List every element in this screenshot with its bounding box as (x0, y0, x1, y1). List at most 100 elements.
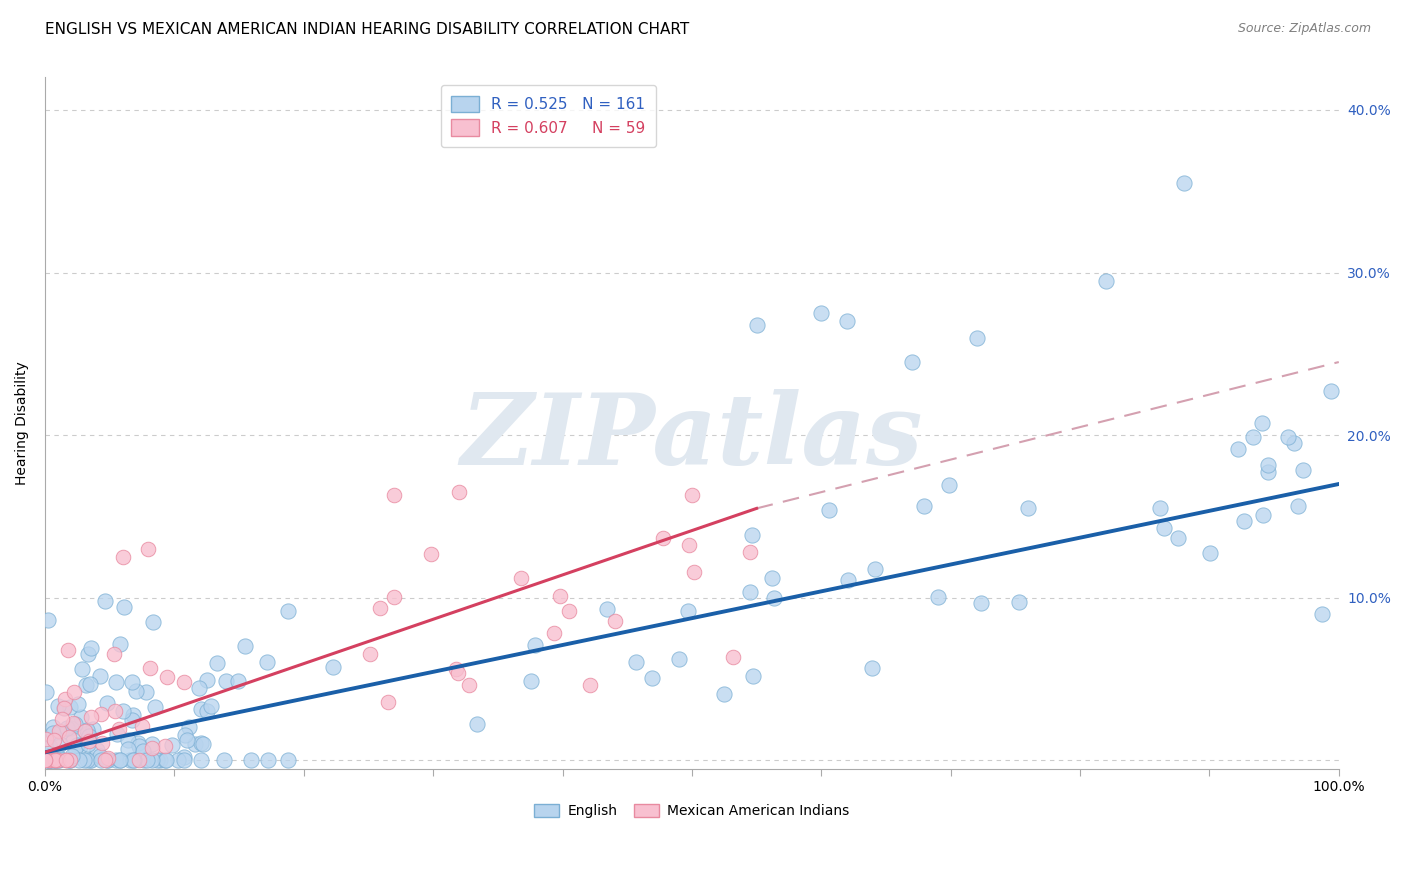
Point (676, 604, 699, 618)
Point (49, 724, 72, 739)
Point (156, 670, 179, 684)
Point (190, 736, 212, 750)
Point (62, 732, 84, 747)
Point (818, 503, 841, 517)
Point (48, 724, 70, 739)
Point (256, 656, 278, 670)
Point (579, 678, 602, 692)
Point (76, 754, 98, 768)
Point (38, 754, 60, 768)
Point (256, 754, 278, 768)
Point (77, 733, 100, 747)
Point (46, 754, 69, 768)
Point (173, 754, 195, 768)
Point (190, 754, 212, 768)
Point (458, 678, 481, 692)
Point (63, 716, 86, 731)
Point (207, 656, 229, 670)
Point (59, 700, 82, 714)
Point (66, 697, 89, 711)
Point (38, 754, 60, 768)
Point (1017, 501, 1039, 516)
Point (38, 754, 60, 768)
Point (63, 685, 86, 699)
Point (76, 737, 98, 751)
Point (1320, 384, 1343, 399)
Point (105, 727, 128, 741)
Point (1257, 458, 1279, 472)
Point (128, 739, 150, 753)
Point (741, 527, 763, 541)
Point (368, 601, 391, 615)
Point (1233, 514, 1256, 528)
Point (37, 613, 59, 627)
Point (58, 754, 80, 768)
Point (67, 754, 90, 768)
Point (49, 752, 72, 766)
Point (110, 637, 132, 651)
Point (173, 728, 195, 742)
Point (69, 739, 91, 753)
Point (55, 754, 77, 768)
Point (543, 625, 565, 640)
Point (76, 726, 98, 740)
Point (195, 704, 218, 718)
Point (762, 591, 785, 605)
Point (173, 675, 195, 690)
Point (105, 754, 128, 768)
Point (42, 732, 65, 747)
Point (626, 655, 648, 669)
Point (1227, 442, 1250, 457)
Point (1095, 274, 1118, 288)
Point (1292, 463, 1315, 477)
Point (652, 531, 675, 545)
Point (160, 738, 183, 752)
Point (44, 754, 66, 768)
Point (70, 662, 93, 676)
Point (94, 593, 117, 607)
Point (683, 565, 706, 579)
Point (42, 726, 65, 740)
Point (124, 683, 146, 698)
Point (970, 596, 993, 610)
Point (938, 478, 960, 492)
Point (668, 652, 690, 666)
Point (382, 488, 405, 502)
Point (38, 739, 60, 754)
Point (59, 754, 82, 768)
Point (53, 692, 76, 706)
Point (45, 754, 67, 768)
Point (46, 754, 69, 768)
Point (62, 716, 84, 731)
Point (117, 742, 139, 756)
Point (641, 672, 664, 686)
Point (38, 754, 60, 768)
Point (117, 732, 139, 747)
Point (108, 754, 131, 768)
Point (42, 754, 65, 768)
Point (195, 673, 218, 687)
Point (550, 589, 572, 603)
Point (228, 674, 250, 689)
Point (193, 737, 215, 751)
Point (96, 696, 118, 710)
Point (34, 754, 56, 768)
Point (108, 754, 131, 768)
Point (176, 733, 198, 747)
Point (721, 650, 744, 665)
Point (233, 640, 256, 654)
Point (93, 754, 115, 768)
Point (76, 723, 98, 738)
Point (127, 736, 149, 750)
Point (322, 660, 344, 674)
Point (155, 754, 177, 768)
Point (149, 754, 172, 768)
Point (79, 677, 101, 691)
Point (128, 754, 150, 768)
Point (519, 674, 541, 689)
Point (510, 571, 533, 585)
Point (108, 722, 131, 736)
Point (927, 590, 949, 604)
Point (1286, 499, 1309, 513)
Point (97, 754, 120, 768)
